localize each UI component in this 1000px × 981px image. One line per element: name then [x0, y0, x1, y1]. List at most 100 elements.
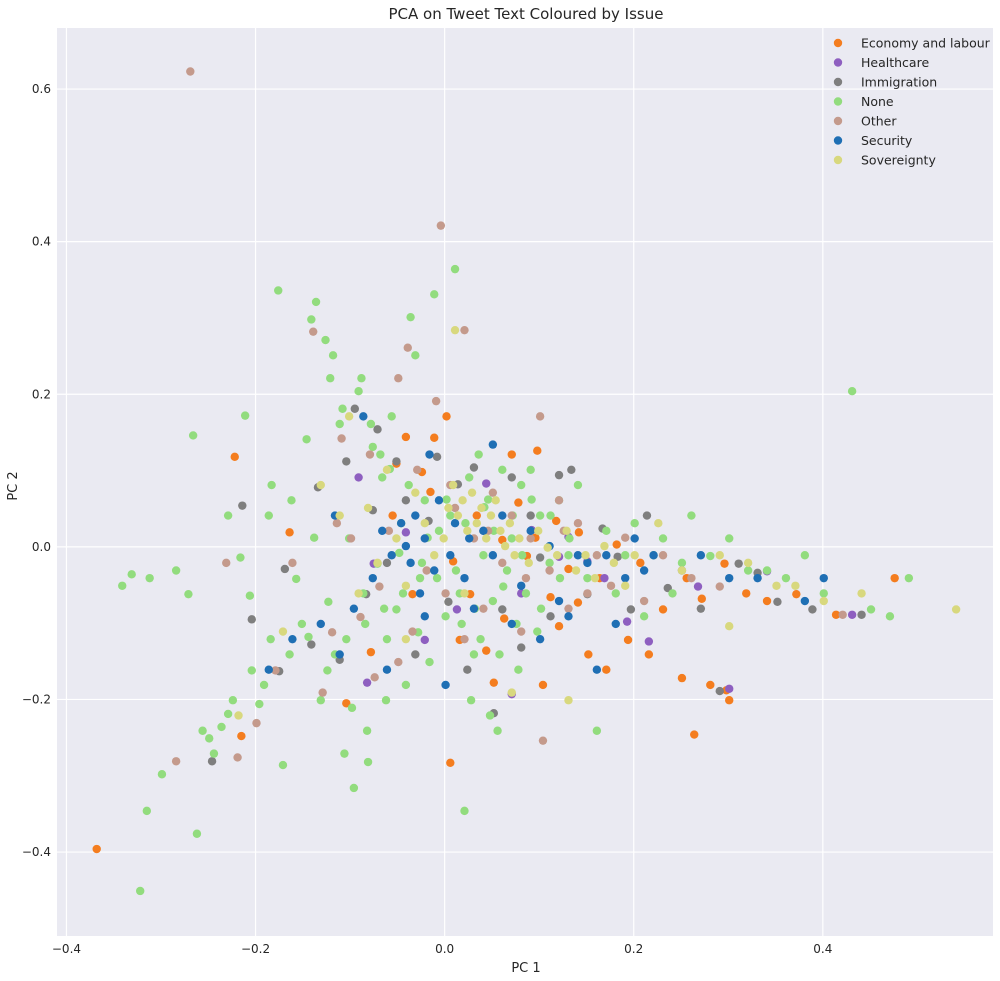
- data-point: [753, 573, 762, 583]
- data-point: [564, 564, 573, 574]
- data-point: [613, 552, 622, 561]
- data-point: [442, 495, 451, 504]
- data-point: [460, 325, 469, 335]
- data-point: [316, 696, 325, 705]
- data-point: [145, 573, 154, 583]
- data-point: [280, 564, 290, 574]
- data-point: [543, 543, 552, 552]
- data-point: [725, 684, 734, 693]
- plot-area: [57, 28, 993, 936]
- data-point: [373, 558, 382, 568]
- data-point: [644, 637, 654, 646]
- data-point: [378, 526, 387, 536]
- data-point: [394, 374, 403, 383]
- data-point: [642, 511, 652, 520]
- data-point: [602, 526, 611, 536]
- data-point: [441, 680, 450, 690]
- data-point: [725, 696, 734, 705]
- legend: Economy and labour Healthcare Immigration N…: [833, 36, 991, 168]
- data-point: [626, 605, 636, 614]
- data-point: [387, 412, 396, 421]
- data-point: [573, 598, 583, 607]
- data-point: [394, 657, 403, 667]
- data-point: [359, 412, 368, 421]
- data-point: [602, 665, 611, 674]
- legend-label: Immigration: [861, 75, 937, 90]
- data-point: [621, 573, 630, 583]
- data-point: [209, 749, 219, 758]
- data-point: [365, 450, 375, 459]
- data-point: [573, 519, 583, 528]
- data-point: [346, 534, 356, 543]
- x-tick-label: 0.2: [624, 942, 643, 956]
- legend-marker: [833, 97, 843, 106]
- data-point: [479, 604, 488, 613]
- data-point: [321, 335, 330, 345]
- data-point: [297, 619, 307, 629]
- data-point: [463, 526, 472, 536]
- data-point: [467, 488, 477, 497]
- legend-marker: [833, 116, 843, 126]
- data-point: [573, 480, 583, 490]
- legend-label: Healthcare: [861, 55, 929, 70]
- data-point: [392, 605, 401, 614]
- data-point: [658, 605, 668, 614]
- data-point: [401, 541, 411, 551]
- data-point: [446, 551, 455, 560]
- data-point: [507, 619, 516, 629]
- data-point: [448, 480, 458, 490]
- data-point: [366, 647, 376, 657]
- data-point: [387, 551, 396, 560]
- data-point: [514, 498, 523, 507]
- data-point: [92, 844, 101, 854]
- data-point: [332, 519, 342, 528]
- y-tick-labels: −0.4 −0.2 0.0 0.2 0.4 0.6: [22, 82, 51, 859]
- data-point: [469, 650, 479, 659]
- data-point: [441, 589, 450, 598]
- data-point: [457, 619, 466, 629]
- data-point: [488, 440, 498, 449]
- y-tick-label: 0.6: [32, 82, 51, 96]
- x-tick-label: 0.4: [813, 942, 832, 956]
- data-point: [526, 465, 535, 474]
- data-point: [507, 534, 516, 543]
- data-point: [302, 435, 311, 444]
- data-point: [266, 634, 275, 644]
- chart-title: PCA on Tweet Text Coloured by Issue: [389, 5, 664, 23]
- data-point: [488, 551, 498, 560]
- data-point: [644, 650, 654, 659]
- data-point: [337, 434, 346, 443]
- data-point: [430, 290, 439, 299]
- data-point: [545, 558, 554, 568]
- data-point: [287, 496, 296, 505]
- data-point: [240, 411, 250, 420]
- data-point: [350, 404, 360, 413]
- data-point: [432, 573, 442, 583]
- data-point: [430, 433, 439, 442]
- data-point: [375, 582, 384, 591]
- data-point: [228, 696, 238, 705]
- data-point: [535, 553, 545, 562]
- data-point: [323, 666, 332, 675]
- data-point: [453, 511, 463, 520]
- data-point: [442, 412, 451, 421]
- data-point: [267, 480, 276, 490]
- data-point: [495, 650, 504, 659]
- data-point: [857, 610, 866, 619]
- data-point: [460, 589, 469, 598]
- data-point: [496, 526, 505, 536]
- data-point: [725, 534, 734, 543]
- data-point: [538, 736, 548, 745]
- data-point: [762, 596, 772, 606]
- y-tick-label: −0.4: [22, 845, 51, 859]
- series-group: [118, 264, 914, 896]
- data-point: [327, 628, 337, 637]
- grid-lines: [57, 28, 993, 936]
- data-point: [611, 619, 620, 629]
- data-point: [392, 534, 401, 543]
- data-point: [491, 496, 500, 505]
- data-point: [395, 548, 404, 558]
- data-point: [622, 617, 632, 626]
- data-point: [526, 534, 535, 543]
- data-point: [555, 573, 565, 583]
